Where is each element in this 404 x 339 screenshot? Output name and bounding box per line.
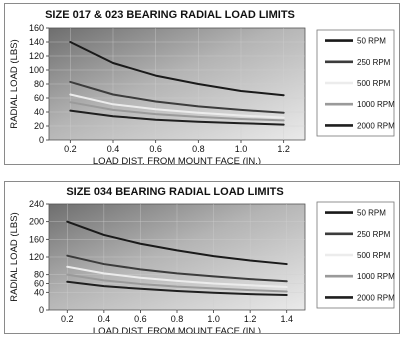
legend-label: 50 RPM (357, 37, 386, 46)
x-tick-label: 0.4 (107, 144, 120, 154)
y-tick-label: 100 (29, 65, 44, 75)
y-tick-label: 160 (29, 23, 44, 33)
y-tick-label: 0 (39, 135, 44, 145)
x-tick-label: 0.2 (64, 144, 77, 154)
y-tick-label: 80 (34, 79, 44, 89)
series-line-50-rpm (69, 41, 285, 97)
series-line-250-rpm (69, 80, 285, 114)
chart-title: SIZE 034 BEARING RADIAL LOAD LIMITS (66, 186, 283, 198)
x-tick-label: 0.4 (98, 314, 111, 324)
legend-label: 1000 RPM (357, 100, 395, 109)
y-tick-label: 160 (29, 234, 44, 244)
legend-label: 2000 RPM (357, 293, 395, 302)
y-axis-label: RADIAL LOAD (LBS) (9, 212, 20, 301)
y-tick-label: 40 (34, 287, 44, 297)
radial-load-chart-034: SIZE 034 BEARING RADIAL LOAD LIMITS 0 4060… (9, 186, 395, 333)
y-tick-label: 0 (39, 305, 44, 315)
series-line-50-rpm (66, 220, 288, 266)
series-line-2000-rpm (66, 280, 288, 296)
legend-label: 250 RPM (357, 230, 391, 239)
x-tick-label: 1.0 (235, 144, 248, 154)
x-tick-label: 1.4 (280, 314, 293, 324)
y-tick-label: 40 (34, 107, 44, 117)
x-tick-label: 1.2 (244, 314, 257, 324)
series-line-2000-rpm (69, 109, 285, 126)
y-tick-label: 60 (34, 93, 44, 103)
series-line-250-rpm (66, 254, 288, 283)
x-tick-label: 0.8 (171, 314, 184, 324)
x-tick-label: 1.0 (207, 314, 220, 324)
series-line-1000-rpm (69, 101, 285, 122)
y-tick-label: 120 (29, 51, 44, 61)
x-tick-label: 0.6 (149, 144, 162, 154)
y-tick-label: 120 (29, 252, 44, 262)
series-line-1000-rpm (66, 273, 288, 293)
series-line-500-rpm (69, 93, 285, 119)
y-tick-label: 80 (34, 270, 44, 280)
y-tick-label: 140 (29, 37, 44, 47)
legend-label: 250 RPM (357, 58, 391, 67)
legend-label: 500 RPM (357, 79, 391, 88)
chart-title: SIZE 017 & 023 BEARING RADIAL LOAD LIMIT… (45, 9, 295, 21)
legend-label: 2000 RPM (357, 121, 395, 130)
legend-label: 500 RPM (357, 251, 391, 260)
legend-label: 50 RPM (357, 209, 386, 218)
x-tick-label: 0.6 (134, 314, 147, 324)
x-tick-label: 0.8 (192, 144, 205, 154)
y-tick-label: 20 (34, 121, 44, 131)
x-axis-label: LOAD DIST. FROM MOUNT FACE (IN.) (93, 326, 261, 333)
chart-panel-size-017-023: SIZE 017 & 023 BEARING RADIAL LOAD LIMIT… (4, 3, 400, 165)
x-tick-label: 0.2 (61, 314, 74, 324)
radial-load-chart-017-023: SIZE 017 & 023 BEARING RADIAL LOAD LIMIT… (9, 9, 395, 164)
y-tick-label: 60 (34, 279, 44, 289)
y-axis-label: RADIAL LOAD (LBS) (9, 39, 20, 128)
chart-panel-size-034: SIZE 034 BEARING RADIAL LOAD LIMITS 0 40 60… (4, 181, 400, 334)
y-tick-label: 200 (29, 217, 44, 227)
legend-label: 1000 RPM (357, 272, 395, 281)
series-line-500-rpm (66, 265, 288, 289)
x-axis-label: LOAD DIST. FROM MOUNT FACE (IN.) (93, 156, 261, 164)
x-tick-label: 1.2 (277, 144, 290, 154)
y-tick-label: 240 (29, 199, 44, 209)
